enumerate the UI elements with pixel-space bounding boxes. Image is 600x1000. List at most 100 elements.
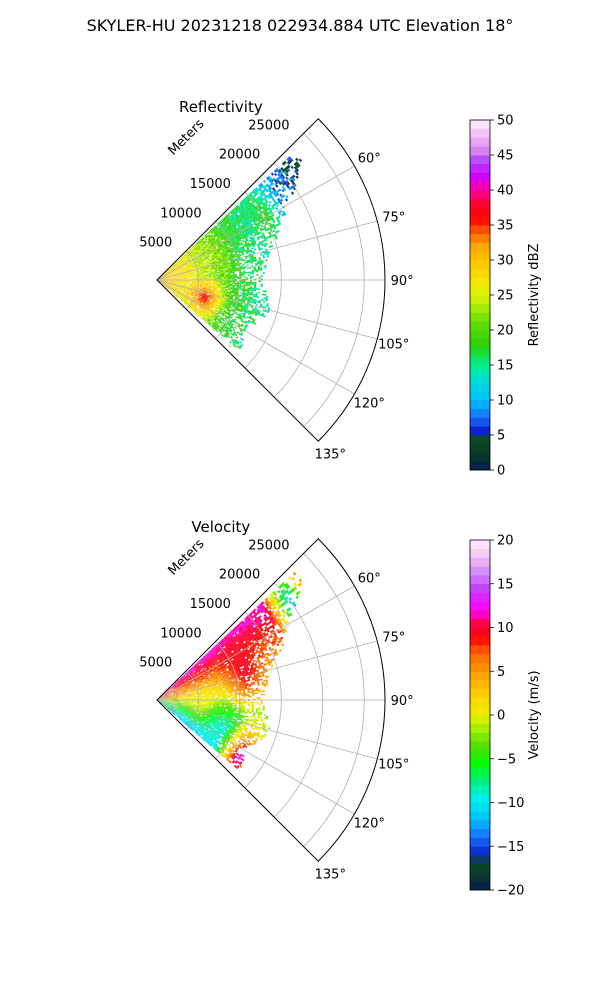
radar-bin <box>227 228 230 231</box>
radar-bin <box>184 265 187 268</box>
radar-bin <box>180 266 183 269</box>
radar-bin <box>201 262 205 264</box>
radar-bin <box>247 208 251 212</box>
radar-bin <box>247 284 250 287</box>
radar-bin <box>267 206 271 210</box>
radar-bin <box>211 243 214 246</box>
radar-bin <box>162 274 165 277</box>
radar-bin <box>223 230 227 233</box>
radar-bin <box>174 262 177 265</box>
radar-bin <box>251 292 254 295</box>
radar-bin <box>182 261 185 264</box>
radar-bin <box>213 283 216 285</box>
radar-bin <box>193 250 196 253</box>
radar-bin <box>264 213 267 217</box>
radar-bin <box>208 276 212 278</box>
radar-bin <box>169 273 172 275</box>
radar-bin <box>209 281 212 283</box>
radar-bin <box>182 262 185 264</box>
radar-bin <box>166 274 170 276</box>
radar-bin <box>218 252 222 255</box>
radar-bin <box>215 246 219 249</box>
radar-bin <box>219 221 223 225</box>
radar-bin <box>216 252 219 255</box>
radar-bin <box>199 248 202 251</box>
radar-bin <box>269 194 273 198</box>
radar-bin <box>174 265 177 267</box>
radar-bin <box>216 238 219 241</box>
radar-bin <box>264 206 268 210</box>
radar-bin <box>196 260 199 263</box>
radar-bin <box>248 217 252 220</box>
radar-bin <box>201 256 204 259</box>
radar-bin <box>165 275 168 277</box>
radar-bin <box>202 249 206 252</box>
radar-bin <box>273 200 277 204</box>
radar-bin <box>160 276 163 278</box>
radar-bin <box>170 272 173 274</box>
radar-bin <box>189 249 192 252</box>
radar-bin <box>174 262 177 264</box>
radar-bin <box>200 250 203 253</box>
radar-bin <box>243 210 247 213</box>
radar-bin <box>243 218 247 221</box>
radar-bin <box>170 271 173 274</box>
radar-bin <box>196 244 199 247</box>
radar-bin <box>190 262 193 264</box>
radar-bin <box>243 259 246 261</box>
radar-bin <box>249 272 253 275</box>
radar-bin <box>191 281 194 282</box>
radar-bin <box>204 240 207 243</box>
radar-bin <box>297 163 301 168</box>
radar-bin <box>205 260 208 262</box>
radar-bin <box>169 274 172 276</box>
radar-bin <box>272 229 275 233</box>
radar-bin <box>176 265 179 267</box>
radar-bin <box>212 249 216 252</box>
radar-bin <box>282 194 286 198</box>
radar-bin <box>236 239 239 242</box>
radar-bin <box>195 253 198 256</box>
radial-tick-label: 20000 <box>219 148 260 163</box>
radar-bin <box>227 220 230 224</box>
velocity-panel: Velocity500010000150002000025000Meters60… <box>139 518 542 899</box>
radar-bin <box>220 251 224 254</box>
radar-bin <box>273 227 277 230</box>
azimuth-tick-label: 60° <box>358 151 381 166</box>
radar-bin <box>172 266 175 268</box>
radar-bin <box>277 197 281 201</box>
radar-bin <box>206 256 209 259</box>
radar-bin <box>168 268 171 271</box>
radar-bin <box>246 214 250 217</box>
radar-bin <box>246 203 249 206</box>
radar-bin <box>172 266 175 269</box>
radar-bin <box>263 212 266 215</box>
radar-bin <box>211 258 215 261</box>
radar-bin <box>238 217 242 221</box>
radar-bin <box>218 237 221 240</box>
radar-bin <box>216 224 219 228</box>
radar-bin <box>230 237 233 240</box>
radar-bin <box>205 254 208 257</box>
radar-bin <box>229 249 232 252</box>
radar-bin <box>267 178 271 182</box>
radar-bin <box>258 217 262 220</box>
radar-bin <box>213 257 217 260</box>
radar-bin <box>210 238 214 241</box>
radar-bin <box>255 292 258 295</box>
radar-bin <box>215 282 218 285</box>
radar-bin <box>235 217 239 221</box>
radar-bin <box>175 271 178 273</box>
radar-bin <box>232 251 235 254</box>
radar-bin <box>164 274 167 277</box>
radar-bin <box>177 270 180 272</box>
radar-bin <box>236 269 239 272</box>
radar-bin <box>282 210 286 214</box>
radar-bin <box>163 276 166 278</box>
radar-bin <box>182 262 185 265</box>
radar-bin <box>198 255 201 258</box>
radar-bin <box>212 244 215 247</box>
radar-bin <box>259 191 263 195</box>
radar-bin <box>181 257 184 260</box>
radar-bin <box>239 246 243 249</box>
